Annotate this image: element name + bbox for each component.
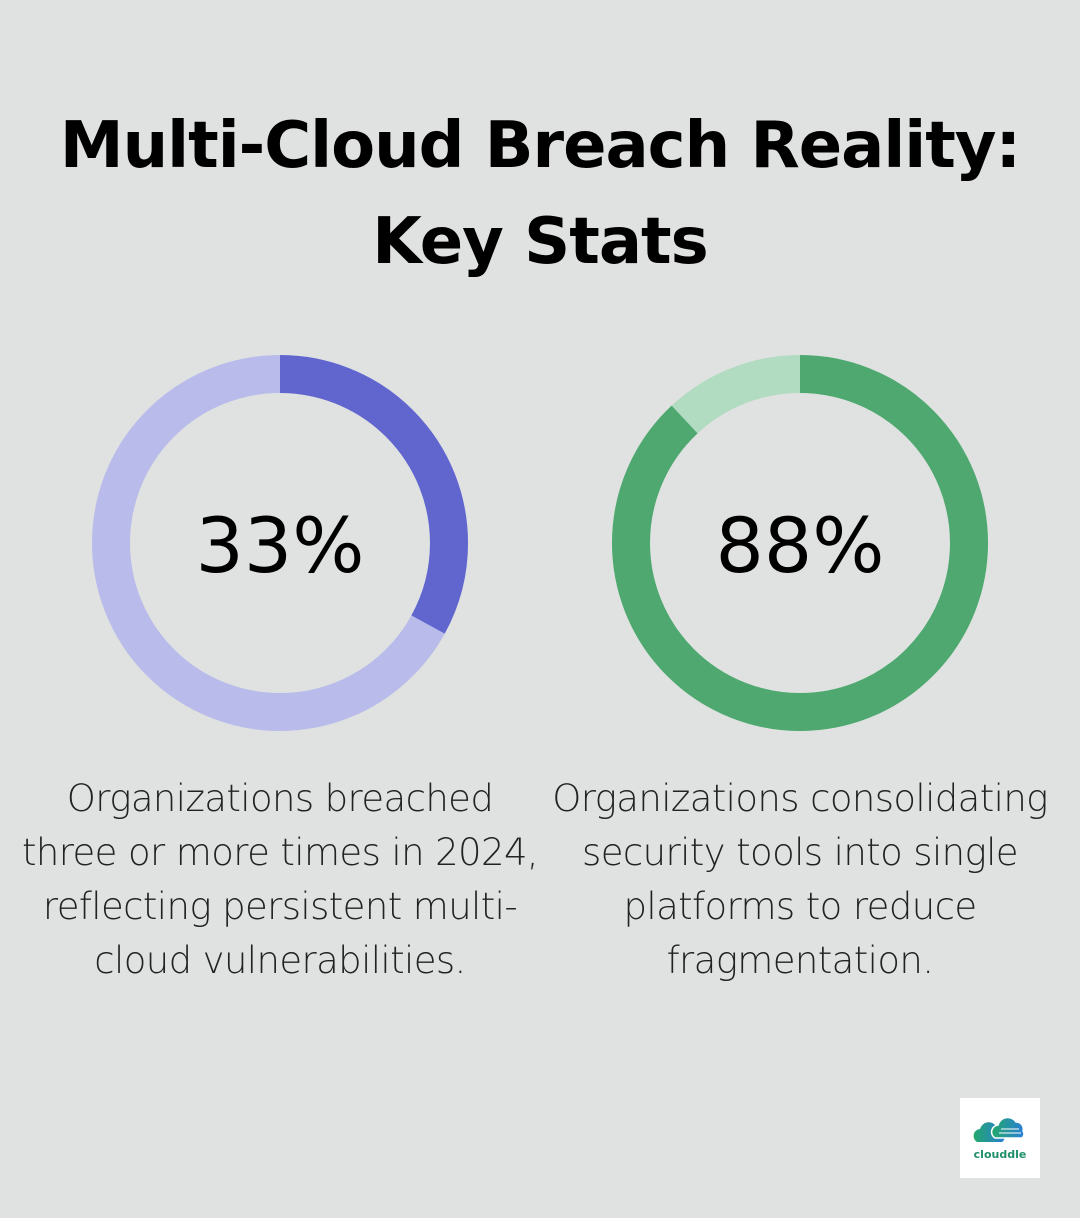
title-line-1: Multi-Cloud Breach Reality:: [59, 109, 1021, 183]
brand-logo: clouddle: [960, 1098, 1040, 1178]
cloud-icon: [973, 1116, 1025, 1142]
page-title: Multi-Cloud Breach Reality: Key Stats: [0, 98, 1080, 290]
donut-ring: [92, 355, 468, 731]
stat-value: 88%: [715, 500, 885, 590]
donut-ring: [612, 355, 988, 731]
donut-chart-33: 33%: [90, 355, 470, 735]
stat-description: Organizations consolidating security too…: [552, 777, 1048, 982]
title-line-2: Key Stats: [372, 205, 708, 279]
stat-value: 33%: [195, 500, 365, 590]
brand-name: clouddle: [973, 1147, 1027, 1161]
donut-chart-88: 88%: [610, 355, 990, 735]
stat-description: Organizations breached three or more tim…: [21, 777, 539, 982]
